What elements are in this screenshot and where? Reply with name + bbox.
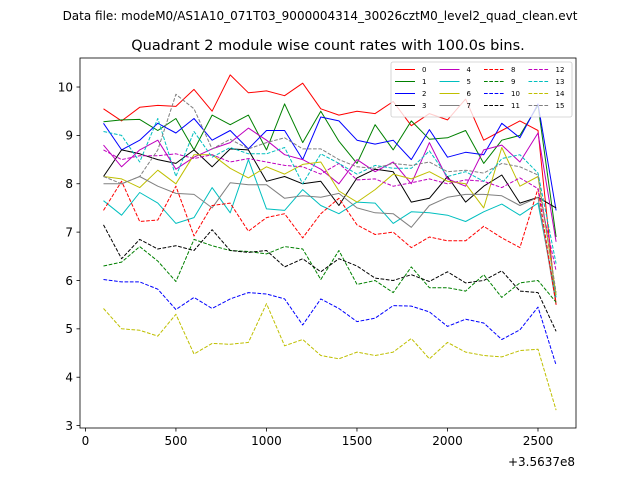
y-tick-label: 7 bbox=[65, 225, 73, 239]
legend-label-14: 14 bbox=[556, 90, 565, 98]
y-tick-label: 10 bbox=[58, 80, 73, 94]
legend-label-10: 10 bbox=[511, 90, 520, 98]
series-line-14 bbox=[103, 303, 557, 411]
series-line-1 bbox=[103, 103, 557, 238]
legend-label-5: 5 bbox=[467, 78, 471, 86]
x-tick-label: 2500 bbox=[523, 434, 554, 448]
legend-box bbox=[390, 61, 573, 118]
legend-label-2: 2 bbox=[422, 90, 426, 98]
legend-label-15: 15 bbox=[556, 102, 565, 110]
y-tick-label: 6 bbox=[65, 274, 73, 288]
series-line-2 bbox=[103, 103, 557, 211]
legend-label-3: 3 bbox=[422, 102, 426, 110]
legend-label-11: 11 bbox=[511, 102, 520, 110]
x-tick-label: 1000 bbox=[251, 434, 282, 448]
x-tick-label: 0 bbox=[82, 434, 90, 448]
series-line-10 bbox=[103, 279, 557, 366]
legend-label-9: 9 bbox=[511, 78, 515, 86]
legend-label-6: 6 bbox=[467, 90, 472, 98]
series-line-11 bbox=[103, 224, 557, 332]
series-line-3 bbox=[103, 148, 557, 209]
legend-label-4: 4 bbox=[467, 66, 472, 74]
x-offset-label: +3.5637e8 bbox=[508, 455, 575, 469]
tick-layer: 0 500 1000 1500 2000 2500 3 4 5 6 7 8 9 10 bbox=[58, 80, 554, 448]
axes-frame bbox=[79, 57, 577, 429]
series-line-12 bbox=[103, 149, 557, 271]
legend-label-7: 7 bbox=[467, 102, 471, 110]
legend-label-0: 0 bbox=[422, 66, 426, 74]
y-tick-label: 3 bbox=[65, 419, 73, 433]
series-line-0 bbox=[103, 74, 557, 305]
series-lines bbox=[103, 74, 557, 411]
figure-suptitle: Data file: modeM0/AS1A10_071T03_90000043… bbox=[63, 9, 578, 23]
series-line-5 bbox=[103, 159, 557, 298]
series-line-6 bbox=[103, 147, 557, 296]
legend-label-8: 8 bbox=[511, 66, 515, 74]
series-line-13 bbox=[103, 118, 557, 264]
series-line-7 bbox=[103, 176, 557, 305]
series-line-8 bbox=[103, 180, 557, 305]
x-tick-label: 500 bbox=[164, 434, 187, 448]
legend-label-12: 12 bbox=[556, 66, 565, 74]
x-tick-label: 1500 bbox=[342, 434, 373, 448]
legend-label-13: 13 bbox=[556, 78, 565, 86]
y-tick-label: 9 bbox=[65, 129, 73, 143]
legend-label-1: 1 bbox=[422, 78, 426, 86]
chart-title: Quadrant 2 module wise count rates with … bbox=[131, 38, 525, 54]
x-tick-label: 2000 bbox=[432, 434, 463, 448]
y-tick-label: 8 bbox=[65, 177, 73, 191]
y-tick-label: 5 bbox=[65, 322, 73, 336]
y-tick-label: 4 bbox=[65, 371, 73, 385]
series-line-15 bbox=[103, 93, 557, 293]
